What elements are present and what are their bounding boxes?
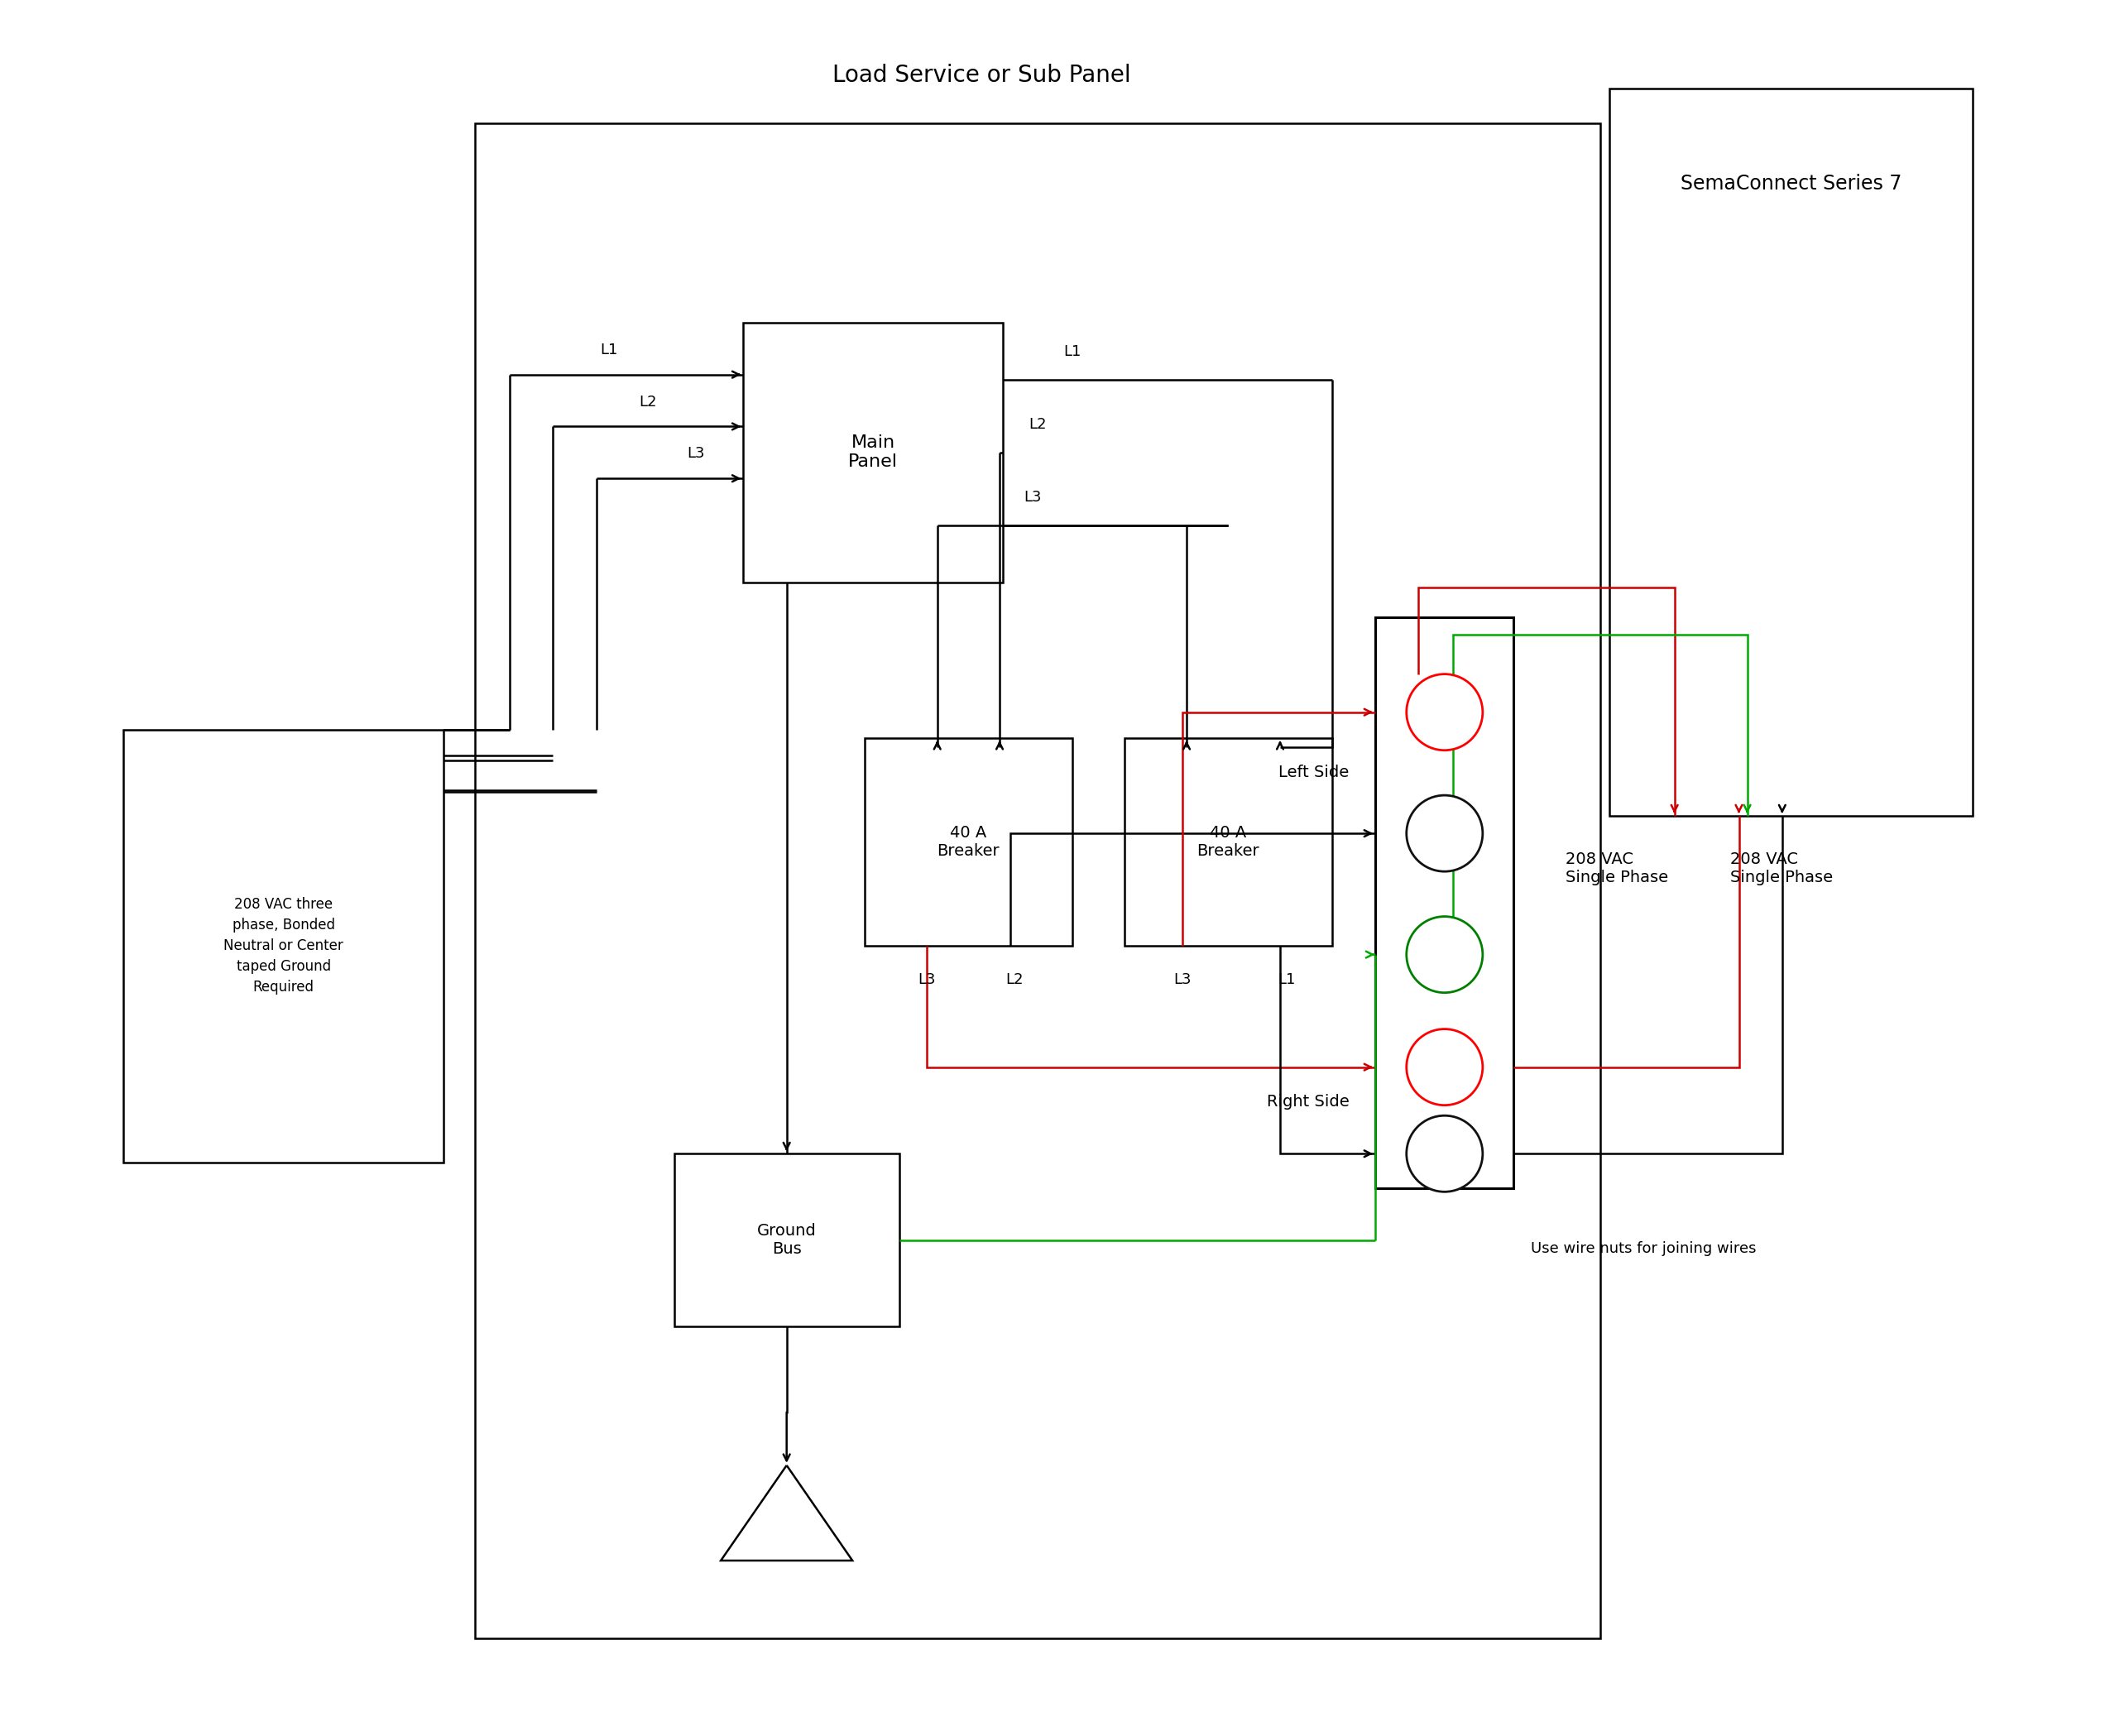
Text: Ground
Bus: Ground Bus bbox=[757, 1224, 817, 1257]
Text: Left Side: Left Side bbox=[1279, 766, 1348, 781]
Text: Right Side: Right Side bbox=[1266, 1094, 1348, 1109]
Bar bbox=[1125, 738, 1331, 946]
Circle shape bbox=[1407, 1116, 1483, 1193]
Circle shape bbox=[1407, 674, 1483, 750]
Text: L1: L1 bbox=[1277, 972, 1296, 986]
Text: L1: L1 bbox=[599, 342, 618, 358]
Text: L2: L2 bbox=[1004, 972, 1023, 986]
Text: L3: L3 bbox=[918, 972, 935, 986]
Text: L3: L3 bbox=[1173, 972, 1192, 986]
Text: 40 A
Breaker: 40 A Breaker bbox=[937, 825, 1000, 859]
Bar bbox=[1376, 616, 1513, 1189]
Text: 208 VAC three
phase, Bonded
Neutral or Center
taped Ground
Required: 208 VAC three phase, Bonded Neutral or C… bbox=[224, 898, 344, 995]
Text: 208 VAC
Single Phase: 208 VAC Single Phase bbox=[1566, 851, 1669, 885]
Bar bbox=[673, 1154, 899, 1326]
Text: SemaConnect Series 7: SemaConnect Series 7 bbox=[1680, 174, 1901, 194]
Text: L2: L2 bbox=[639, 394, 656, 410]
Text: Load Service or Sub Panel: Load Service or Sub Panel bbox=[831, 64, 1131, 87]
Bar bbox=[124, 729, 443, 1163]
Text: 208 VAC
Single Phase: 208 VAC Single Phase bbox=[1730, 851, 1834, 885]
Text: L1: L1 bbox=[1063, 344, 1080, 359]
Bar bbox=[865, 738, 1072, 946]
Circle shape bbox=[1407, 1029, 1483, 1106]
Text: 40 A
Breaker: 40 A Breaker bbox=[1196, 825, 1260, 859]
Circle shape bbox=[1407, 917, 1483, 993]
Text: L3: L3 bbox=[686, 446, 705, 462]
Text: Use wire nuts for joining wires: Use wire nuts for joining wires bbox=[1532, 1241, 1758, 1257]
Text: L2: L2 bbox=[1030, 417, 1047, 432]
Bar bbox=[743, 323, 1002, 582]
Text: L3: L3 bbox=[1023, 490, 1042, 505]
Bar bbox=[475, 123, 1599, 1639]
Circle shape bbox=[1407, 795, 1483, 871]
Text: Main
Panel: Main Panel bbox=[848, 434, 899, 470]
Bar bbox=[1610, 89, 1973, 816]
